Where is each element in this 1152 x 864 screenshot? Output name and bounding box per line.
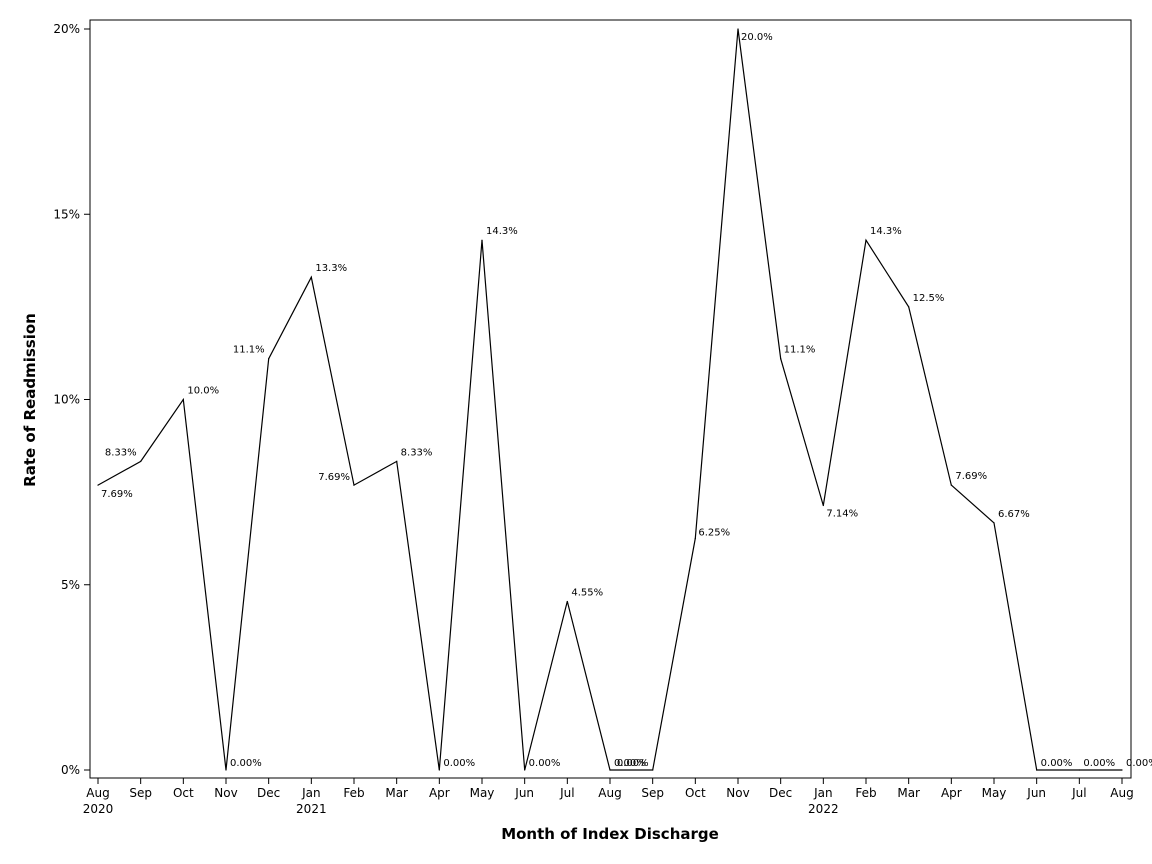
x-axis: Aug 2020 Sep Oct Nov Dec Jan 2021 Feb Mar Apr May Ju… — [83, 778, 1134, 816]
data-point — [353, 484, 355, 486]
data-point — [225, 769, 227, 771]
data-label: 0.00% — [614, 758, 646, 769]
data-label: 0.00% — [230, 758, 262, 769]
x-tick-year-label: 2021 — [296, 802, 327, 816]
data-point — [1121, 769, 1123, 771]
y-tick-label: 10% — [53, 393, 80, 407]
data-label: 0.00% — [617, 758, 649, 769]
x-tick-label: Jul — [1071, 786, 1086, 800]
data-point — [566, 600, 568, 603]
x-tick-label: Mar — [897, 786, 920, 800]
x-tick-label: Oct — [685, 786, 706, 800]
data-point — [950, 484, 952, 486]
x-tick-label: Dec — [257, 786, 280, 800]
x-tick-year-label: 2022 — [808, 802, 839, 816]
data-point — [865, 239, 867, 241]
x-tick-label: Feb — [343, 786, 364, 800]
data-label: 14.3% — [486, 226, 518, 237]
x-tick-label: Nov — [726, 786, 749, 800]
data-label: 0.00% — [1126, 758, 1152, 769]
data-label: 12.5% — [913, 293, 945, 304]
data-point — [268, 358, 270, 360]
data-point — [652, 769, 654, 771]
data-label: 8.33% — [105, 447, 137, 458]
plot-frame — [89, 19, 1132, 779]
data-label: 0.00% — [1041, 758, 1073, 769]
data-point — [993, 522, 995, 524]
data-point — [481, 239, 483, 241]
series-line — [97, 28, 1122, 771]
x-axis-title: Month of Index Discharge — [501, 825, 719, 843]
data-point — [182, 398, 184, 401]
x-tick-label: Oct — [173, 786, 194, 800]
data-label: 4.55% — [571, 587, 603, 598]
data-point — [1078, 769, 1080, 771]
data-point — [780, 358, 782, 360]
data-point — [97, 484, 99, 486]
x-tick-label: Jun — [1026, 786, 1046, 800]
x-tick-label: Nov — [214, 786, 237, 800]
x-tick-label: Jul — [559, 786, 574, 800]
y-tick-label: 20% — [53, 22, 80, 36]
data-point — [822, 504, 824, 507]
data-label: 11.1% — [233, 345, 265, 356]
data-label: 0.00% — [443, 758, 475, 769]
x-tick-label: May — [982, 786, 1007, 800]
data-point — [524, 769, 526, 771]
x-tick-label: Jan — [301, 786, 321, 800]
data-point — [140, 460, 142, 462]
data-label: 20.0% — [741, 32, 773, 43]
x-tick-label: Jun — [514, 786, 534, 800]
x-tick-label: Apr — [941, 786, 962, 800]
x-tick-label: Feb — [855, 786, 876, 800]
x-tick-label: Mar — [385, 786, 408, 800]
data-point — [694, 537, 696, 540]
data-label: 7.69% — [955, 471, 987, 482]
data-label: 0.00% — [529, 758, 561, 769]
data-label: 8.33% — [401, 447, 433, 458]
y-tick-label: 5% — [61, 578, 80, 592]
y-tick-label: 0% — [61, 763, 80, 777]
x-tick-label: Apr — [429, 786, 450, 800]
data-label: 6.25% — [698, 527, 730, 538]
y-tick-label: 15% — [53, 207, 80, 221]
data-label: 13.3% — [315, 263, 347, 274]
x-tick-label: Dec — [769, 786, 792, 800]
y-axis: 0% 5% 10% 15% 20% — [53, 22, 90, 777]
data-point — [609, 769, 611, 771]
x-tick-label: Sep — [129, 786, 152, 800]
data-point — [737, 28, 739, 30]
data-label: 7.69% — [101, 489, 133, 500]
data-label: 6.67% — [998, 509, 1030, 520]
x-tick-label: Aug — [1110, 786, 1133, 800]
data-label: 0.00% — [1083, 758, 1115, 769]
data-point — [310, 276, 312, 278]
x-tick-label: Jan — [813, 786, 833, 800]
data-point — [908, 306, 910, 308]
data-label: 11.1% — [784, 345, 816, 356]
x-tick-label: Aug — [598, 786, 621, 800]
data-labels: 7.69% 8.33% 10.0% 0.00% 11.1% 13.3% 7.69% 8.33%… — [97, 28, 1152, 771]
data-label: 10.0% — [187, 386, 219, 397]
x-tick-label: May — [470, 786, 495, 800]
data-point — [396, 460, 398, 462]
data-label: 7.69% — [318, 472, 350, 483]
x-tick-label: Aug — [86, 786, 109, 800]
data-point — [438, 769, 440, 771]
x-tick-year-label: 2020 — [83, 802, 114, 816]
data-point — [1036, 769, 1038, 771]
y-axis-title: Rate of Readmission — [21, 313, 39, 487]
data-label: 14.3% — [870, 226, 902, 237]
x-tick-label: Sep — [641, 786, 664, 800]
data-label: 7.14% — [826, 508, 858, 519]
